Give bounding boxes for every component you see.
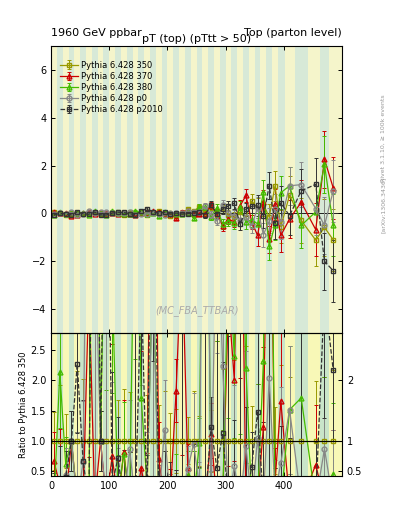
Bar <box>86 46 92 333</box>
Bar <box>57 333 63 476</box>
Bar <box>191 333 196 476</box>
Bar <box>121 46 127 333</box>
Bar <box>138 333 144 476</box>
Bar <box>237 46 243 333</box>
Bar <box>138 46 144 333</box>
Bar <box>167 333 173 476</box>
Bar <box>97 46 103 333</box>
Bar <box>266 46 272 333</box>
Bar <box>179 333 185 476</box>
Bar <box>196 333 202 476</box>
Bar <box>285 333 296 476</box>
Bar <box>109 46 115 333</box>
Bar <box>167 46 173 333</box>
Bar <box>173 333 179 476</box>
Bar <box>150 333 156 476</box>
Bar <box>272 333 278 476</box>
Bar <box>68 46 74 333</box>
Bar <box>296 46 309 333</box>
Bar <box>121 333 127 476</box>
Bar <box>255 333 261 476</box>
Bar <box>202 46 208 333</box>
Bar <box>309 333 320 476</box>
Text: Top (parton level): Top (parton level) <box>244 28 342 38</box>
Bar <box>97 333 103 476</box>
Bar <box>179 46 185 333</box>
Bar <box>249 46 255 333</box>
Bar <box>80 333 86 476</box>
Bar <box>63 333 68 476</box>
Bar <box>214 333 220 476</box>
Y-axis label: Ratio to Pythia 6.428 350: Ratio to Pythia 6.428 350 <box>19 351 28 458</box>
Bar <box>156 333 162 476</box>
Bar <box>196 46 202 333</box>
Bar <box>103 333 109 476</box>
Bar <box>115 333 121 476</box>
Bar <box>231 333 237 476</box>
Bar <box>51 333 57 476</box>
Bar <box>320 333 329 476</box>
Bar <box>185 333 191 476</box>
Text: (MC_FBA_TTBAR): (MC_FBA_TTBAR) <box>155 305 238 315</box>
Bar <box>144 46 150 333</box>
Bar <box>132 333 138 476</box>
Bar <box>208 46 214 333</box>
Bar <box>226 46 231 333</box>
Bar <box>243 46 249 333</box>
Bar <box>127 333 132 476</box>
Bar <box>320 46 329 333</box>
Bar <box>214 46 220 333</box>
Text: [arXiv:1306.3436]: [arXiv:1306.3436] <box>381 177 386 233</box>
Bar <box>144 333 150 476</box>
Bar <box>162 333 167 476</box>
Bar <box>191 46 196 333</box>
Bar <box>68 333 74 476</box>
Bar <box>74 46 80 333</box>
Bar <box>296 333 309 476</box>
Bar <box>173 46 179 333</box>
Bar <box>261 333 266 476</box>
Bar <box>57 46 63 333</box>
Bar <box>220 46 226 333</box>
Title: pT (top) (pTtt > 50): pT (top) (pTtt > 50) <box>142 34 251 44</box>
Bar <box>237 333 243 476</box>
Bar <box>185 46 191 333</box>
Bar <box>115 46 121 333</box>
Bar <box>249 333 255 476</box>
Bar <box>80 46 86 333</box>
Bar <box>51 46 57 333</box>
Bar <box>208 333 214 476</box>
Bar <box>92 333 97 476</box>
Text: Rivet 3.1.10, ≥ 100k events: Rivet 3.1.10, ≥ 100k events <box>381 94 386 182</box>
Bar <box>243 333 249 476</box>
Bar <box>127 46 132 333</box>
Bar <box>202 333 208 476</box>
Bar <box>109 333 115 476</box>
Bar <box>272 46 278 333</box>
Bar <box>74 333 80 476</box>
Bar <box>329 46 342 333</box>
Bar <box>226 333 231 476</box>
Bar <box>92 46 97 333</box>
Bar <box>86 333 92 476</box>
Bar <box>103 46 109 333</box>
Bar <box>266 333 272 476</box>
Bar <box>329 333 342 476</box>
Bar <box>309 46 320 333</box>
Legend: Pythia 6.428 350, Pythia 6.428 370, Pythia 6.428 380, Pythia 6.428 p0, Pythia 6.: Pythia 6.428 350, Pythia 6.428 370, Pyth… <box>58 59 165 116</box>
Bar <box>150 46 156 333</box>
Bar <box>156 46 162 333</box>
Bar <box>220 333 226 476</box>
Bar <box>278 46 285 333</box>
Bar <box>255 46 261 333</box>
Bar <box>261 46 266 333</box>
Text: 1960 GeV ppbar: 1960 GeV ppbar <box>51 28 142 38</box>
Bar <box>162 46 167 333</box>
Bar <box>285 46 296 333</box>
Bar <box>63 46 68 333</box>
Bar <box>132 46 138 333</box>
Bar <box>278 333 285 476</box>
Bar <box>231 46 237 333</box>
